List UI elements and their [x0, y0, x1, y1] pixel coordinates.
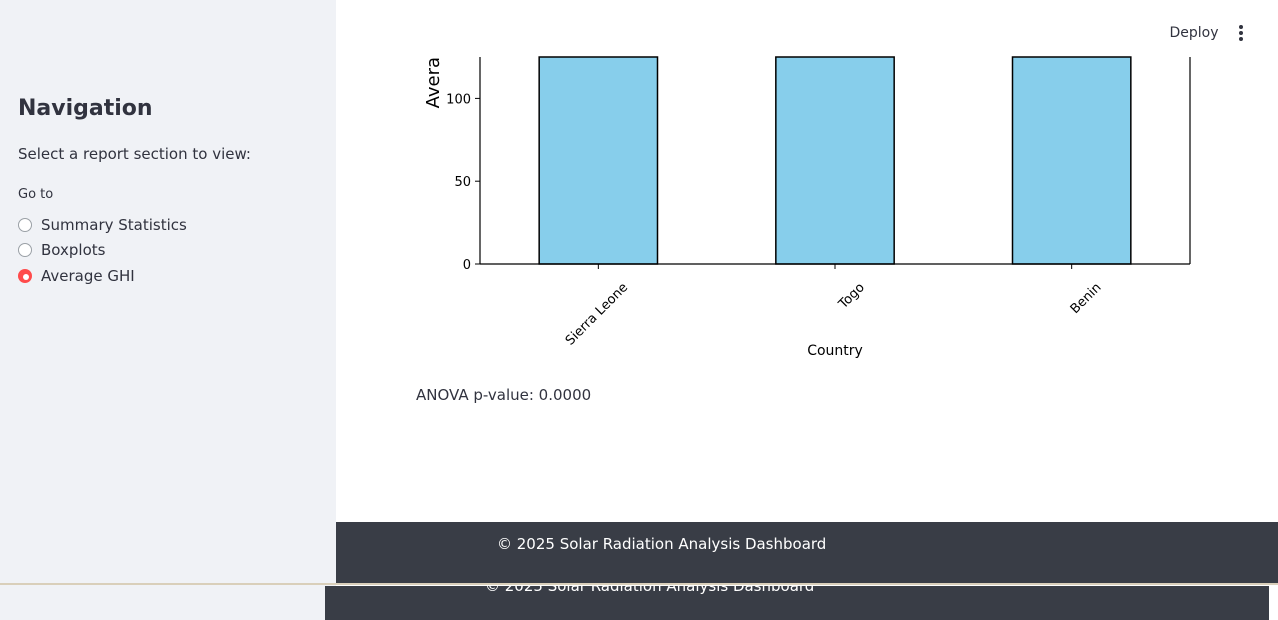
y-axis-label: Avera [423, 57, 444, 108]
sidebar-subtitle: Select a report section to view: [18, 145, 251, 163]
x-tick-label: Sierra Leone [563, 280, 631, 348]
radio-option-label: Summary Statistics [41, 216, 187, 234]
kebab-menu-icon[interactable] [1232, 22, 1250, 44]
footer-duplicate: © 2025 Solar Radiation Analysis Dashboar… [325, 586, 1269, 620]
radio-option-average-ghi[interactable]: Average GHI [18, 266, 135, 286]
sidebar-title: Navigation [18, 96, 153, 121]
x-axis-label: Country [807, 343, 863, 359]
y-tick-label: 0 [463, 258, 471, 273]
radio-option-summary-statistics[interactable]: Summary Statistics [18, 215, 187, 235]
anova-p-value: ANOVA p-value: 0.0000 [416, 386, 592, 404]
bar [538, 56, 659, 265]
radio-unselected-icon[interactable] [18, 218, 32, 232]
radio-group-label: Go to [18, 187, 54, 202]
deploy-button[interactable]: Deploy [1169, 25, 1219, 41]
x-tick-label: Togo [835, 280, 867, 312]
radio-unselected-icon[interactable] [18, 243, 32, 257]
bar [775, 56, 895, 265]
footer [336, 522, 1278, 584]
y-tick-label: 100 [446, 92, 471, 107]
radio-option-boxplots[interactable]: Boxplots [18, 240, 105, 260]
footer-text: © 2025 Solar Radiation Analysis Dashboar… [497, 535, 827, 553]
bar [1011, 56, 1132, 265]
average-ghi-bar-chart: Sierra Leone Togo Benin 0 50 100 Country Avera [423, 56, 1191, 359]
x-tick-label: Benin [1068, 280, 1105, 317]
radio-selected-icon[interactable] [18, 269, 32, 283]
sidebar: Navigation Select a report section to vi… [0, 0, 336, 620]
footer-duplicate-text: © 2025 Solar Radiation Analysis Dashboar… [485, 586, 815, 595]
radio-option-label: Boxplots [41, 241, 106, 259]
radio-option-label: Average GHI [41, 267, 135, 285]
divider [0, 583, 1278, 585]
y-tick-label: 50 [454, 175, 471, 190]
